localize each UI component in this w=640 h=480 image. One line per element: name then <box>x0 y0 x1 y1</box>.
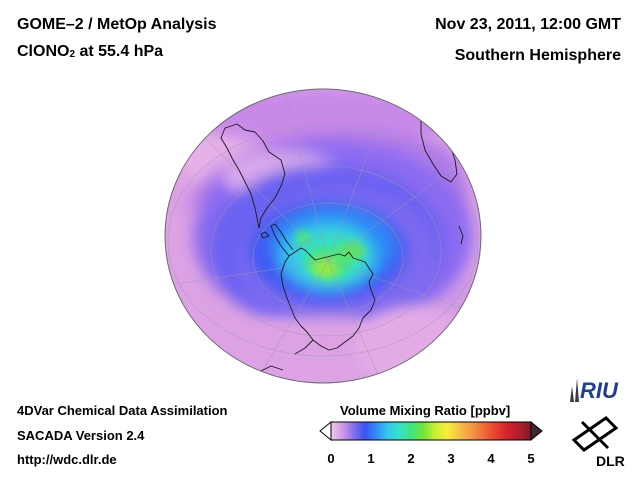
dlr-logo: DLR <box>571 416 625 469</box>
globe-outline <box>164 88 482 384</box>
region-label: Southern Hemisphere <box>454 47 621 64</box>
species-label: ClONO2 at 55.4 hPa <box>17 43 164 60</box>
colorbar-tick-label: 5 <box>527 451 535 466</box>
madagascar-coastline <box>458 225 464 245</box>
colorbar-over-arrow <box>530 420 543 442</box>
colorbar <box>319 420 543 442</box>
south-america-coastline <box>224 123 286 229</box>
colorbar-tick-label: 2 <box>407 451 415 466</box>
colorbar-gradient <box>330 421 532 441</box>
colorbar-tick-label: 4 <box>487 451 495 466</box>
footer-version: SACADA Version 2.4 <box>17 428 145 443</box>
svg-text:DLR: DLR <box>596 453 625 469</box>
new-zealand-coastline <box>258 365 284 373</box>
ross-sea-coastline <box>294 339 314 355</box>
map-datetime: Nov 23, 2011, 12:00 GMT <box>435 16 621 33</box>
graticule <box>165 89 481 383</box>
map-title: GOME–2 / MetOp Analysis <box>17 16 217 33</box>
coastlines <box>220 113 464 373</box>
colorbar-title: Volume Mixing Ratio [ppbv] <box>340 403 511 418</box>
colorbar-tick-label: 1 <box>367 451 375 466</box>
antarctic-peninsula-coastline <box>270 223 294 257</box>
footer-url-link[interactable]: http://wdc.dlr.de <box>17 452 117 467</box>
hemisphere-globe-map <box>164 88 482 384</box>
colorbar-under-arrow <box>319 420 332 442</box>
colorbar-tick-label: 3 <box>447 451 455 466</box>
colorbar-tick-label: 0 <box>327 451 335 466</box>
antarctica-coastline <box>280 247 376 351</box>
riu-logo: RIU <box>570 378 619 403</box>
svg-text:RIU: RIU <box>580 378 619 403</box>
footer-method: 4DVar Chemical Data Assimilation <box>17 403 228 418</box>
